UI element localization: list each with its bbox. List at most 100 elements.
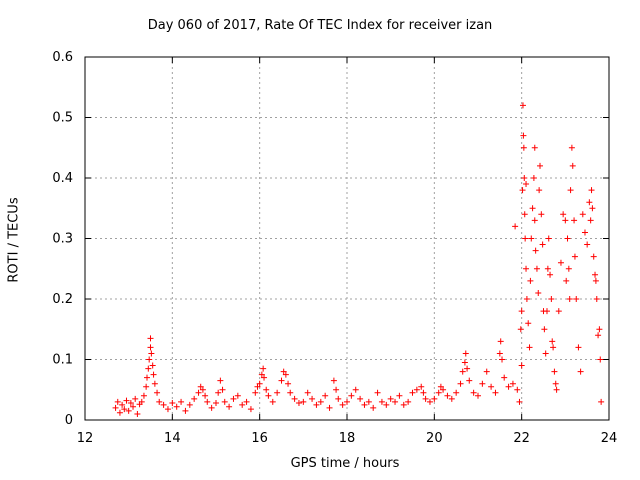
data-point (523, 296, 530, 302)
data-point (280, 368, 287, 375)
data-point (475, 392, 481, 399)
data-point (330, 377, 337, 384)
data-point (182, 407, 189, 414)
data-point (400, 401, 407, 408)
x-tick-label: 16 (251, 431, 268, 446)
data-point (564, 235, 571, 242)
data-point (577, 368, 584, 375)
y-tick-label: 0 (65, 413, 73, 428)
data-point (522, 235, 529, 242)
data-point (147, 335, 154, 342)
data-point (265, 392, 272, 399)
data-point (509, 380, 516, 387)
data-point (532, 247, 539, 254)
data-point (464, 365, 471, 372)
data-point (300, 398, 307, 405)
data-point (542, 350, 549, 357)
data-point (361, 401, 368, 408)
data-point (274, 389, 281, 396)
axis-ticks: 0 0.1 0.2 0.3 0.4 0.5 0.6 12 14 16 18 20 22 24 (52, 50, 617, 446)
data-point (169, 400, 176, 407)
x-tick-label: 14 (164, 431, 181, 446)
data-point (483, 368, 490, 375)
data-point (195, 389, 202, 396)
data-point (512, 223, 519, 230)
data-point (527, 277, 534, 284)
data-point (525, 320, 532, 327)
data-point (304, 389, 311, 396)
data-point (295, 400, 302, 407)
data-point (573, 296, 580, 302)
data-point (548, 296, 555, 302)
data-point (217, 377, 224, 384)
data-point (263, 386, 270, 393)
data-point (568, 144, 575, 151)
data-point (348, 392, 355, 399)
data-point (173, 403, 180, 410)
data-point (335, 395, 342, 402)
data-point (492, 389, 499, 396)
data-point (146, 356, 153, 363)
data-point (256, 380, 263, 387)
data-point (517, 326, 524, 333)
data-point (150, 371, 157, 378)
data-point (370, 404, 377, 411)
data-point (581, 229, 588, 236)
data-point (164, 406, 171, 413)
data-point (547, 271, 554, 278)
data-point (365, 398, 372, 405)
data-point (488, 383, 495, 390)
data-point (545, 235, 552, 242)
data-point (593, 296, 600, 302)
data-point (121, 406, 128, 413)
data-point (523, 181, 530, 188)
data-point (551, 368, 558, 375)
y-tick-label: 0.5 (52, 111, 73, 126)
data-point (226, 403, 233, 410)
chart-title: Day 060 of 2017, Rate Of TEC Index for r… (147, 18, 493, 33)
data-point (516, 398, 523, 405)
data-point (138, 398, 145, 405)
data-point (387, 395, 394, 402)
data-point (470, 389, 477, 396)
data-point (143, 383, 150, 390)
data-point (544, 265, 551, 272)
data-point (409, 389, 416, 396)
data-point (405, 398, 412, 405)
data-point (420, 389, 427, 396)
data-point (590, 253, 597, 260)
data-point (326, 404, 333, 411)
data-point (549, 338, 556, 345)
data-point (269, 398, 276, 405)
data-point (592, 271, 599, 278)
data-point (435, 389, 442, 396)
data-point (374, 389, 381, 396)
data-point (322, 392, 329, 399)
data-point (243, 398, 250, 405)
data-point (466, 377, 473, 384)
data-point (535, 289, 542, 296)
data-point (413, 386, 420, 393)
data-point (178, 398, 185, 405)
data-point (221, 398, 228, 405)
y-tick-label: 0.2 (52, 292, 73, 307)
x-tick-label: 12 (77, 431, 94, 446)
data-point (541, 326, 548, 333)
data-point (479, 380, 486, 387)
data-point (147, 344, 154, 351)
data-point (457, 380, 464, 387)
data-point (230, 395, 237, 402)
data-point (553, 386, 560, 393)
data-point (440, 386, 447, 393)
data-point (596, 326, 603, 333)
x-tick-label: 22 (513, 431, 530, 446)
data-point (278, 377, 285, 384)
data-point (204, 398, 211, 405)
x-axis-label: GPS time / hours (290, 456, 400, 471)
data-point (145, 365, 152, 372)
data-point (383, 401, 390, 408)
data-point (149, 362, 156, 369)
data-point (555, 308, 562, 315)
data-point (496, 350, 503, 357)
